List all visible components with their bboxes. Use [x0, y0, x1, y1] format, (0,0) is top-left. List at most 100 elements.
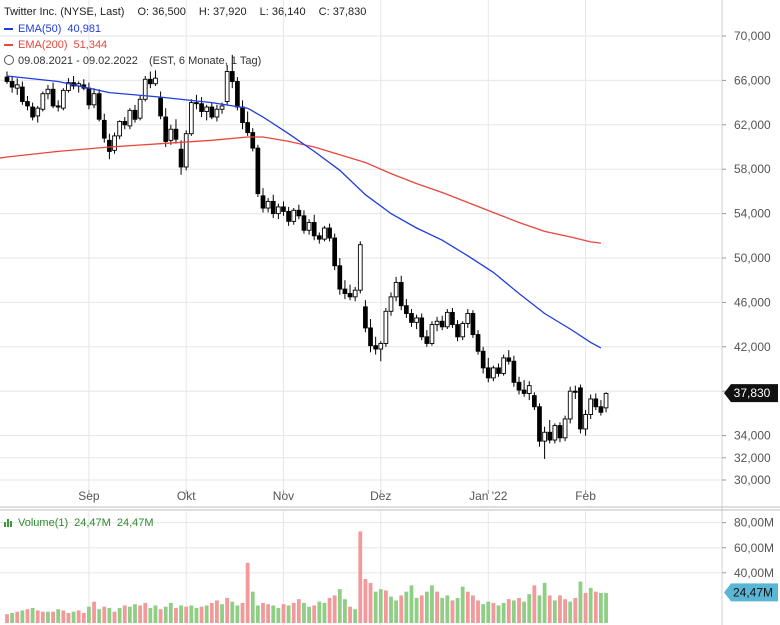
low-label: L: [259, 6, 269, 18]
volume-bar [599, 592, 603, 623]
price-tick-label: 32,000 [734, 451, 771, 465]
volume-bar [394, 600, 399, 623]
volume-bar [568, 601, 573, 623]
candle-down [547, 431, 553, 441]
candle-down [25, 101, 30, 107]
volume-bar [107, 607, 112, 623]
volume-label: Volume(1) [18, 517, 69, 529]
ema-lines [0, 75, 602, 349]
candle-down [363, 306, 368, 329]
volume-bar [56, 609, 61, 623]
volume-bar [378, 589, 383, 623]
open-value: 36,500 [152, 6, 186, 18]
ema200-label: EMA(200) [18, 39, 68, 51]
candle-up [429, 324, 435, 344]
volume-axis: 40,00M 60,00M 80,00M [722, 516, 774, 580]
candle-up [14, 84, 20, 89]
volume-bar [322, 602, 327, 623]
volume-bar [87, 606, 91, 623]
volume-bar [20, 610, 25, 623]
volume-bar [532, 585, 537, 623]
candle-down [506, 357, 512, 362]
time-tick-label: Dez [370, 489, 391, 503]
candle-up [388, 296, 394, 312]
price-tick-label: 42,000 [734, 340, 771, 354]
candle-down [332, 237, 338, 267]
volume-bar [204, 605, 209, 623]
candle-up [265, 200, 271, 209]
candle-down [30, 106, 35, 118]
candle-down [480, 350, 486, 369]
candle-down [235, 81, 240, 108]
candle-down [86, 87, 92, 106]
volume-bar [450, 600, 455, 623]
legend-ema50[interactable]: EMA(50) 40,981 [4, 23, 101, 35]
volume-bar [66, 612, 71, 623]
volume-bar [389, 596, 393, 623]
volume-bar [271, 605, 276, 623]
range-dates: 09.08.2021 - 09.02.2022 [18, 55, 138, 67]
volume-bar [445, 595, 450, 623]
candle-down [4, 76, 10, 82]
price-tick-label: 58,000 [734, 162, 771, 176]
ema200-line [0, 136, 601, 244]
candle-up [383, 310, 389, 344]
volume-bar [25, 609, 30, 623]
candle-down [255, 147, 261, 195]
price-tick-label: 66,000 [734, 73, 771, 87]
candle-down [148, 78, 153, 85]
volume-bar [184, 606, 189, 623]
volume-bar [542, 582, 547, 623]
close-label: C: [318, 6, 330, 18]
candle-up [153, 77, 158, 85]
candle-down [511, 360, 517, 383]
candle-up [460, 323, 466, 338]
clock-icon [4, 55, 14, 66]
candle-down [496, 367, 501, 374]
candle-down [327, 227, 332, 239]
volume-bar [353, 609, 358, 623]
candle-down [96, 93, 102, 120]
candle-up [224, 71, 230, 102]
volume-bar [583, 592, 588, 623]
candle-down [286, 210, 291, 222]
volume-bar [332, 595, 337, 623]
candle-up [588, 398, 594, 415]
close-value: 37,830 [332, 6, 367, 18]
volume-bar [189, 605, 194, 623]
candle-down [398, 281, 404, 307]
volume-bar [373, 591, 378, 623]
candle-down [475, 334, 481, 352]
candle-down [373, 345, 378, 350]
candle-down [337, 265, 343, 290]
volume-bar [230, 601, 235, 623]
candle-down [516, 381, 522, 391]
price-tick-label: 70,000 [734, 29, 771, 43]
candle-down [521, 389, 527, 394]
candle-up [137, 98, 143, 119]
candle-up [306, 222, 312, 231]
volume-bar [291, 602, 296, 623]
volume-bar [127, 606, 132, 623]
volume-bar [143, 602, 148, 623]
volume-bar [424, 591, 429, 623]
candle-up [378, 343, 384, 350]
candle-up [434, 320, 440, 326]
candle-up [526, 385, 532, 394]
volume-bar [10, 612, 15, 623]
candle-down [229, 71, 235, 82]
volume-bar [547, 595, 552, 623]
legend-ema200[interactable]: EMA(200) 51,344 [4, 39, 107, 51]
candle-down [270, 200, 276, 215]
time-axis: Sep Okt Nov Dez Jan '22 Feb [78, 489, 596, 503]
badges: 37,830 24,47M [724, 384, 778, 602]
volume-bar [435, 591, 439, 623]
volume-bar [409, 585, 414, 623]
candle-down [593, 398, 599, 408]
volume-bar [163, 606, 168, 623]
legend-volume[interactable]: Volume(1) 24,47M 24,47M [4, 517, 154, 529]
range-detail: (EST, 6 Monate, 1 Tag) [148, 55, 262, 67]
candle-up [204, 106, 210, 112]
volume-bar [266, 604, 271, 623]
